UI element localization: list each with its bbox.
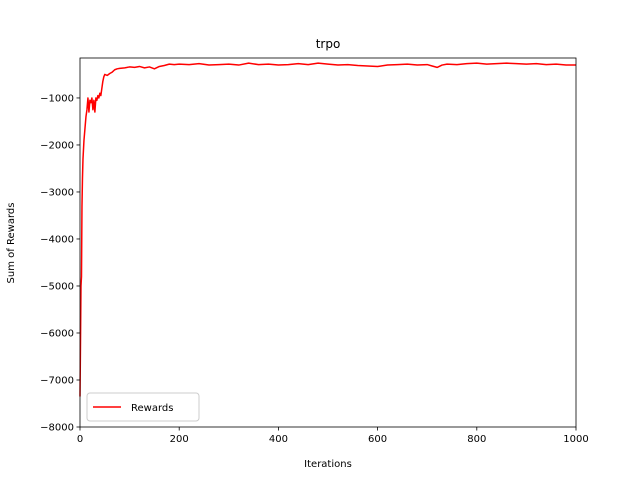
legend: Rewards	[86, 392, 200, 422]
x-tick-label: 600	[368, 434, 387, 445]
x-tick-label: 0	[77, 434, 83, 445]
y-axis-label: Sum of Rewards	[6, 203, 17, 284]
x-tick-label: 800	[467, 434, 486, 445]
x-tick-label: 400	[269, 434, 288, 445]
axes-frame	[79, 57, 577, 428]
series-line-rewards	[79, 62, 576, 397]
y-tick-label: −3000	[40, 187, 74, 198]
x-tick-label: 200	[170, 434, 189, 445]
y-tick-label: −5000	[40, 281, 74, 292]
legend-label-rewards: Rewards	[131, 403, 173, 414]
x-tick-label: 1000	[563, 434, 588, 445]
y-tick-label: −4000	[40, 234, 74, 245]
legend-box	[86, 392, 200, 422]
y-tick-label: −2000	[40, 140, 74, 151]
y-tick-label: −8000	[40, 423, 74, 434]
y-tick-label: −7000	[40, 375, 74, 386]
x-axis: 0 200 400 600 800 1000	[77, 427, 589, 445]
y-tick-label: −1000	[40, 93, 74, 104]
plot-area	[79, 57, 577, 428]
chart-title: trpo	[316, 37, 341, 51]
x-axis-label: Iterations	[304, 459, 352, 470]
y-axis: −8000 −7000 −6000 −5000 −4000 −3000 −2000 −1000	[40, 93, 80, 434]
y-tick-label: −6000	[40, 328, 74, 339]
